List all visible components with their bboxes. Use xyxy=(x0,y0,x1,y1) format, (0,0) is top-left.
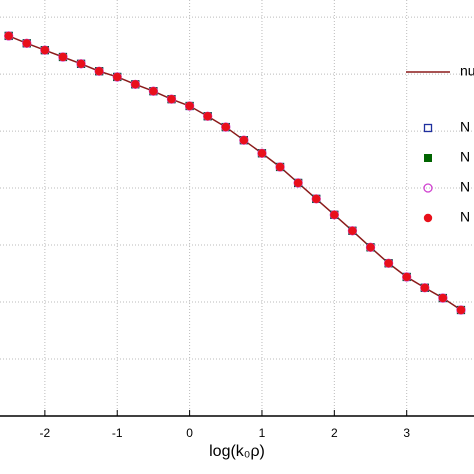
data-point xyxy=(348,226,357,235)
x-tick-label: 1 xyxy=(259,426,266,440)
legend-label: N xyxy=(460,209,470,225)
data-point xyxy=(420,283,429,292)
data-point xyxy=(167,94,176,104)
legend-label: N xyxy=(460,119,470,135)
data-point xyxy=(402,272,411,282)
data-point xyxy=(113,72,122,82)
x-tick-label: -1 xyxy=(112,426,123,440)
data-point xyxy=(239,135,249,145)
data-point xyxy=(94,67,104,76)
legend-label: N xyxy=(460,149,470,165)
data-point xyxy=(257,149,267,158)
data-point xyxy=(76,59,86,69)
data-point xyxy=(456,305,466,315)
x-tick-label: 2 xyxy=(331,426,338,440)
data-point xyxy=(131,80,140,89)
x-tick-label: -2 xyxy=(40,426,51,440)
x-axis-label: log(k₀ρ) xyxy=(209,443,265,460)
legend-marker xyxy=(424,154,432,162)
data-point xyxy=(438,293,448,303)
data-point xyxy=(312,194,321,204)
data-point xyxy=(384,259,393,268)
legend-label: nu xyxy=(460,63,474,79)
data-point xyxy=(22,39,31,48)
legend-marker xyxy=(423,213,433,223)
data-point xyxy=(275,162,285,172)
data-point xyxy=(4,31,13,41)
data-point xyxy=(330,210,339,220)
data-point xyxy=(58,52,68,62)
legend-marker xyxy=(423,123,433,133)
data-point xyxy=(293,178,303,188)
x-tick-label: 0 xyxy=(186,426,193,440)
legend-label: N xyxy=(460,179,470,195)
x-tick-label: 3 xyxy=(403,426,410,440)
legend-marker xyxy=(423,183,433,193)
data-point xyxy=(203,112,212,121)
data-point xyxy=(366,243,375,252)
data-point xyxy=(40,45,50,55)
data-point xyxy=(221,122,230,132)
data-point xyxy=(185,101,194,111)
data-point xyxy=(149,86,158,96)
